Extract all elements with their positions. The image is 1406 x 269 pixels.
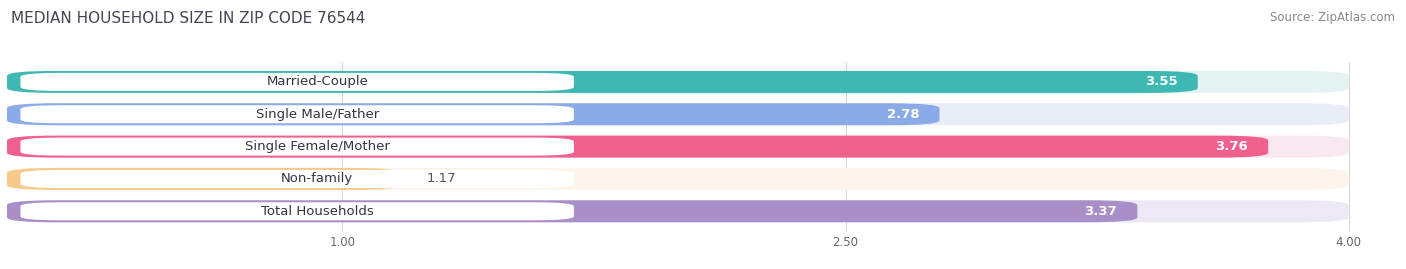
Text: 3.37: 3.37 — [1084, 205, 1118, 218]
FancyBboxPatch shape — [7, 103, 939, 125]
FancyBboxPatch shape — [7, 168, 1348, 190]
FancyBboxPatch shape — [21, 202, 574, 220]
Text: 1.17: 1.17 — [426, 172, 456, 185]
FancyBboxPatch shape — [7, 71, 1198, 93]
FancyBboxPatch shape — [21, 170, 574, 188]
FancyBboxPatch shape — [21, 137, 574, 156]
FancyBboxPatch shape — [21, 73, 574, 91]
Text: Married-Couple: Married-Couple — [266, 75, 368, 89]
FancyBboxPatch shape — [21, 105, 574, 123]
Text: Total Households: Total Households — [262, 205, 374, 218]
FancyBboxPatch shape — [7, 168, 399, 190]
FancyBboxPatch shape — [7, 136, 1268, 158]
Text: Single Female/Mother: Single Female/Mother — [245, 140, 389, 153]
Text: 2.78: 2.78 — [887, 108, 920, 121]
Text: Non-family: Non-family — [281, 172, 353, 185]
Text: MEDIAN HOUSEHOLD SIZE IN ZIP CODE 76544: MEDIAN HOUSEHOLD SIZE IN ZIP CODE 76544 — [11, 11, 366, 26]
FancyBboxPatch shape — [7, 200, 1137, 222]
FancyBboxPatch shape — [7, 200, 1348, 222]
FancyBboxPatch shape — [7, 71, 1348, 93]
FancyBboxPatch shape — [7, 103, 1348, 125]
Text: 3.55: 3.55 — [1144, 75, 1178, 89]
Text: Source: ZipAtlas.com: Source: ZipAtlas.com — [1270, 11, 1395, 24]
Text: 3.76: 3.76 — [1215, 140, 1249, 153]
Text: Single Male/Father: Single Male/Father — [256, 108, 378, 121]
FancyBboxPatch shape — [7, 136, 1348, 158]
